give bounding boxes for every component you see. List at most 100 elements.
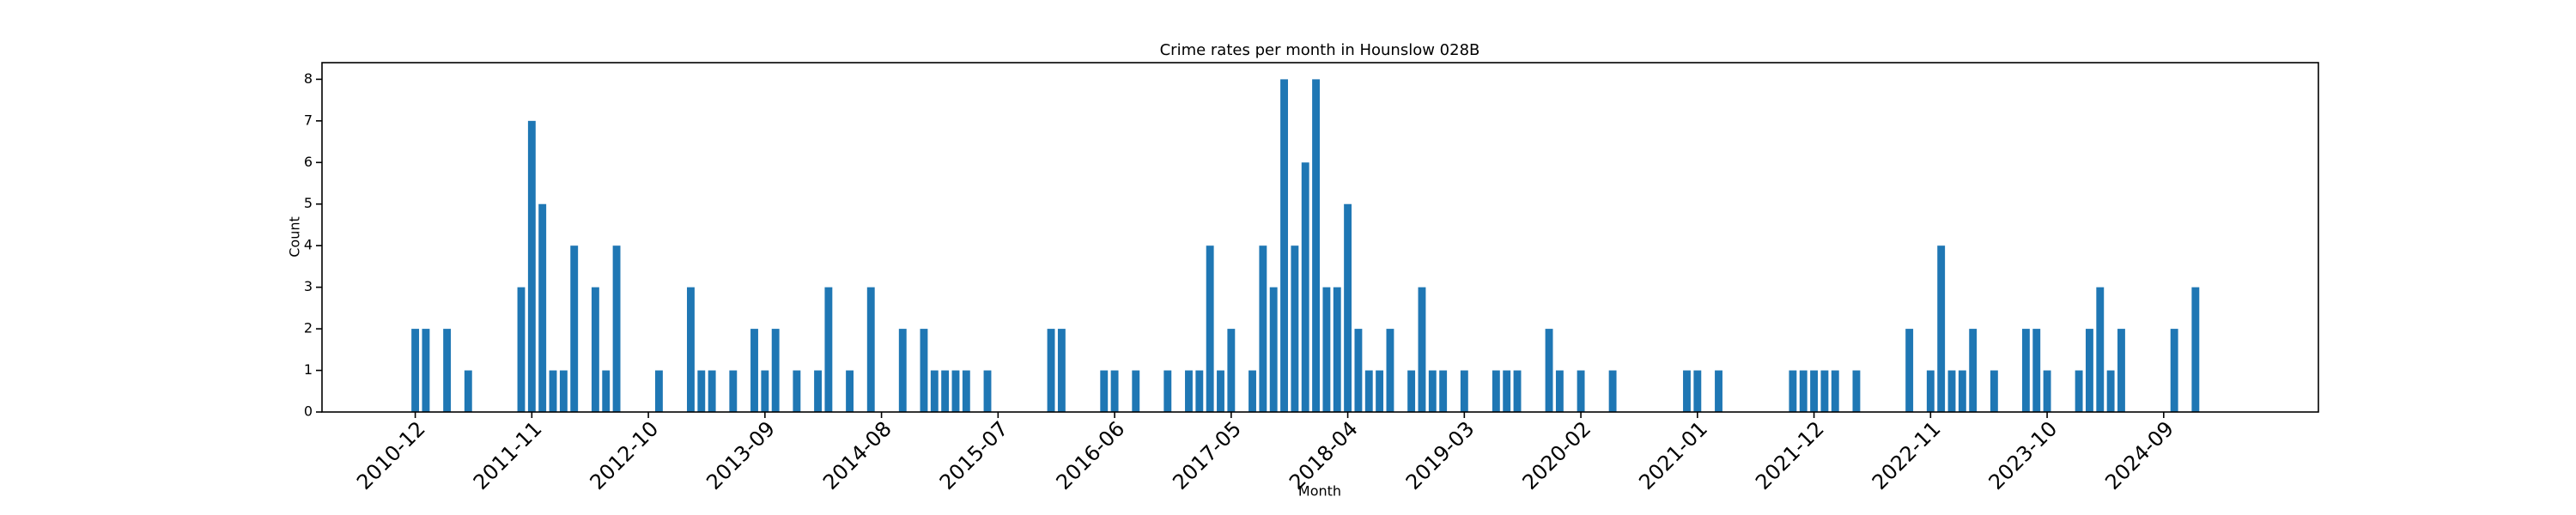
bar	[1418, 287, 1426, 412]
bar	[761, 370, 769, 412]
bar	[1057, 329, 1066, 412]
bar	[2117, 329, 2125, 412]
bar	[464, 370, 472, 412]
bar	[1947, 370, 1956, 412]
bar	[2085, 329, 2093, 412]
bar	[962, 370, 970, 412]
bar	[612, 245, 621, 412]
y-tick-label: 1	[304, 361, 313, 378]
bar	[1195, 370, 1204, 412]
bar	[1354, 329, 1363, 412]
bar	[2021, 329, 2030, 412]
bar	[2096, 287, 2105, 412]
bar	[920, 329, 928, 412]
bar	[697, 370, 706, 412]
bar	[1249, 370, 1256, 412]
bar	[729, 370, 738, 412]
chart-title: Crime rates per month in Hounslow 028B	[1160, 41, 1480, 59]
y-tick-label: 0	[304, 403, 313, 420]
bar	[591, 287, 599, 412]
bar	[1926, 370, 1935, 412]
bar	[687, 287, 695, 412]
bar	[1185, 370, 1193, 412]
bar	[793, 370, 801, 412]
bar	[1831, 370, 1839, 412]
bar	[1990, 370, 1998, 412]
bar	[2032, 329, 2041, 412]
bar	[1503, 370, 1511, 412]
bar	[1492, 370, 1500, 412]
y-tick-label: 7	[304, 112, 313, 128]
bar	[1937, 245, 1946, 412]
bar	[1100, 370, 1109, 412]
bar	[654, 370, 663, 412]
bar	[602, 370, 611, 412]
bar	[549, 370, 557, 412]
bar	[1217, 370, 1224, 412]
bar	[1227, 329, 1236, 412]
bar	[1364, 370, 1373, 412]
y-tick-label: 8	[304, 70, 313, 87]
bar	[2043, 370, 2051, 412]
y-tick-label: 4	[304, 237, 313, 253]
bar	[411, 329, 420, 412]
bar	[1693, 370, 1702, 412]
bar	[1439, 370, 1448, 412]
bar	[1386, 329, 1394, 412]
y-tick-label: 6	[304, 154, 313, 170]
bar	[1799, 370, 1807, 412]
bar	[866, 287, 875, 412]
bar	[1333, 287, 1341, 412]
bar	[1376, 370, 1384, 412]
bar	[1810, 370, 1819, 412]
bar	[1460, 370, 1468, 412]
bar	[422, 329, 430, 412]
bar	[750, 329, 758, 412]
bar	[1820, 370, 1829, 412]
bar	[846, 370, 854, 412]
bar	[1969, 329, 1978, 412]
bar	[1291, 245, 1299, 412]
bar	[2075, 370, 2083, 412]
bar	[1301, 162, 1309, 413]
bar	[1789, 370, 1797, 412]
bar	[1577, 370, 1585, 412]
bar	[2106, 370, 2115, 412]
bar	[559, 370, 568, 412]
bar	[1715, 370, 1722, 412]
y-tick-label: 2	[304, 320, 313, 336]
bar	[1259, 245, 1267, 412]
bar	[771, 329, 780, 412]
y-tick-label: 3	[304, 278, 313, 294]
bar	[1132, 370, 1140, 412]
bar	[1312, 79, 1321, 412]
bar	[1047, 329, 1055, 412]
bar	[1344, 203, 1352, 412]
x-axis-label: Month	[1298, 483, 1341, 500]
bar	[1905, 329, 1914, 412]
bar	[708, 370, 716, 412]
bar	[2191, 287, 2200, 412]
bar	[814, 370, 822, 412]
bar	[2170, 329, 2178, 412]
bar	[1545, 329, 1553, 412]
bar	[517, 287, 526, 412]
bar	[1163, 370, 1172, 412]
bar	[1555, 370, 1564, 412]
y-tick-label: 5	[304, 195, 313, 211]
y-axis-label: Count	[287, 216, 303, 258]
bar	[1407, 370, 1416, 412]
bar	[951, 370, 960, 412]
bar	[941, 370, 950, 412]
plot-frame	[321, 62, 2319, 413]
bar	[983, 370, 992, 412]
bar	[1683, 370, 1691, 412]
bar	[1608, 370, 1617, 412]
bar	[443, 329, 452, 412]
bar	[1428, 370, 1437, 412]
bar	[1852, 370, 1861, 412]
bar	[538, 203, 547, 412]
bar	[1280, 79, 1288, 412]
